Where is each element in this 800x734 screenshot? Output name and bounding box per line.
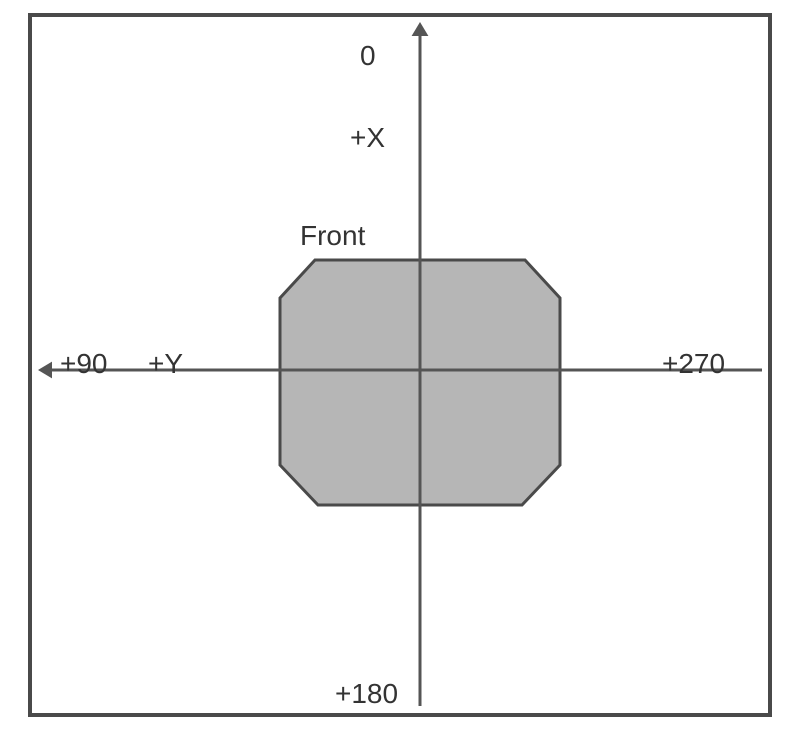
coordinate-diagram: 0 +X Front +90 +Y +270 +180 bbox=[0, 0, 800, 734]
label-plus-90: +90 bbox=[60, 348, 108, 380]
label-plus-180: +180 bbox=[335, 678, 398, 710]
label-front: Front bbox=[300, 220, 365, 252]
label-plus-y: +Y bbox=[148, 348, 183, 380]
label-zero: 0 bbox=[360, 40, 376, 72]
label-plus-x: +X bbox=[350, 122, 385, 154]
label-plus-270: +270 bbox=[662, 348, 725, 380]
